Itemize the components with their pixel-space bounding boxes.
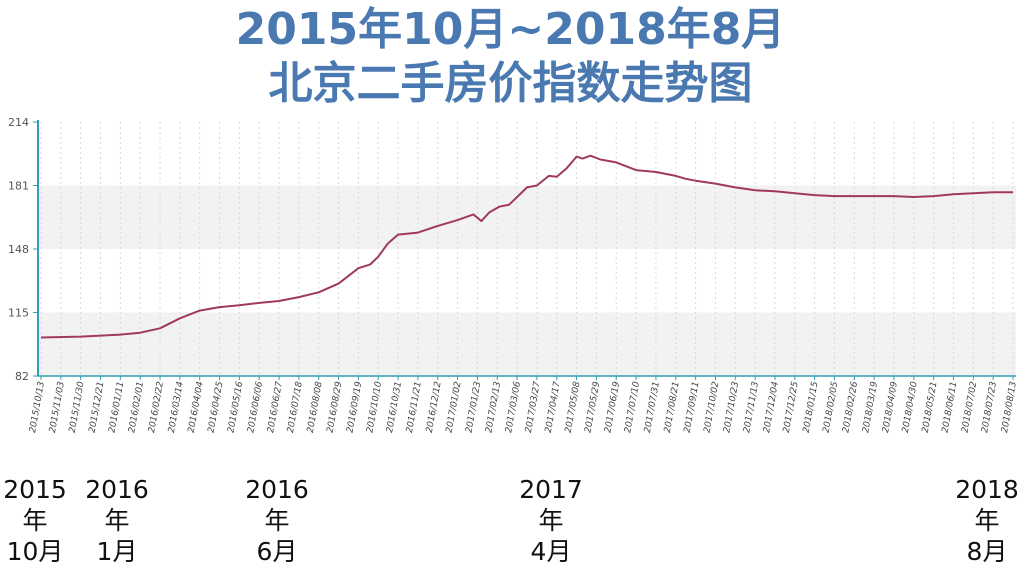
x-tick-label: 2016/06/06 — [246, 381, 265, 434]
x-tick-label: 2016/05/16 — [226, 381, 245, 434]
x-tick-label: 2017/06/19 — [603, 381, 622, 434]
grid-band — [38, 312, 1016, 376]
period-label-month: 1月 — [96, 537, 138, 566]
x-tick-label: 2018/06/11 — [941, 381, 960, 434]
period-label-month: 8月 — [966, 537, 1008, 566]
x-tick-label: 2017/09/11 — [683, 381, 702, 434]
x-tick-label: 2016/08/29 — [326, 381, 345, 434]
x-tick-label: 2017/02/13 — [484, 381, 503, 434]
period-label-month: 4月 — [530, 537, 572, 566]
y-tick-label: 214 — [8, 118, 29, 129]
x-tick-label: 2016/01/11 — [107, 381, 126, 434]
period-label-nian: 年 — [104, 506, 130, 535]
x-tick-label: 2016/02/22 — [147, 381, 166, 434]
period-label-year: 2016 — [85, 475, 149, 504]
x-tick-label: 2017/10/02 — [703, 381, 722, 434]
x-tick-label: 2017/03/27 — [524, 381, 543, 434]
x-tick-label: 2018/02/05 — [822, 381, 841, 434]
x-tick-label: 2018/04/09 — [881, 381, 900, 434]
x-tick-label: 2017/11/13 — [742, 381, 761, 434]
period-label-start: 2015 年 10月 — [2, 474, 68, 567]
x-tick-label: 2015/10/13 — [28, 381, 47, 434]
x-tick-label: 2018/01/15 — [802, 381, 821, 434]
x-tick-label: 2015/11/30 — [68, 381, 87, 434]
period-label-nian: 年 — [974, 506, 1000, 535]
x-tick-label: 2016/09/19 — [345, 381, 364, 434]
x-tick-label: 2017/12/25 — [782, 381, 801, 434]
y-tick-label: 82 — [15, 370, 29, 383]
x-tick-label: 2016/10/31 — [385, 381, 404, 434]
x-tick-label: 2018/05/21 — [921, 381, 940, 434]
x-tick-label: 2015/12/21 — [88, 381, 107, 434]
period-label-nian: 年 — [264, 506, 290, 535]
x-tick-label: 2017/03/06 — [504, 381, 523, 434]
x-tick-label: 2016/03/14 — [167, 381, 186, 434]
x-tick-label: 2016/04/04 — [187, 381, 206, 434]
x-tick-label: 2018/07/02 — [960, 381, 979, 434]
x-tick-label: 2017/08/21 — [663, 381, 682, 434]
x-tick-label: 2018/03/19 — [861, 381, 880, 434]
x-tick-label: 2018/08/13 — [1000, 381, 1019, 434]
x-tick-label: 2017/10/23 — [722, 381, 741, 434]
period-label-2016-jun: 2016 年 6月 — [244, 474, 310, 567]
period-label-month: 10月 — [6, 537, 64, 566]
x-tick-label: 2016/06/27 — [266, 381, 285, 434]
x-tick-label: 2016/07/18 — [286, 381, 305, 434]
x-tick-label: 2016/08/08 — [306, 381, 325, 434]
x-tick-label: 2016/04/25 — [207, 381, 226, 434]
period-label-month: 6月 — [256, 537, 298, 566]
y-tick-label: 148 — [8, 243, 29, 256]
x-tick-label: 2016/10/10 — [365, 381, 384, 434]
y-tick-label: 181 — [8, 180, 29, 193]
x-tick-label: 2017/01/23 — [465, 381, 484, 434]
x-tick-label: 2018/07/23 — [980, 381, 999, 434]
x-tick-label: 2017/05/08 — [564, 381, 583, 434]
x-tick-label: 2018/04/30 — [901, 381, 920, 434]
period-label-year: 2016 — [245, 475, 309, 504]
x-tick-label: 2017/04/17 — [544, 381, 563, 434]
period-label-end: 2018 年 8月 — [954, 474, 1020, 567]
period-label-nian: 年 — [22, 506, 48, 535]
x-tick-label: 2016/12/12 — [425, 381, 444, 434]
x-tick-label: 2017/07/31 — [643, 381, 662, 434]
period-label-2017-apr: 2017 年 4月 — [518, 474, 584, 567]
chart-title-line-2: 北京二手房价指数走势图 — [268, 58, 753, 109]
x-tick-label: 2017/05/29 — [584, 381, 603, 434]
x-tick-label: 2017/07/10 — [623, 381, 642, 434]
period-label-year: 2018 — [955, 475, 1019, 504]
series-line — [40, 154, 1013, 339]
period-label-year: 2015 — [3, 475, 67, 504]
y-tick-label: 115 — [8, 307, 29, 320]
period-label-year: 2017 — [519, 475, 583, 504]
x-tick-label: 2015/11/03 — [48, 381, 67, 434]
x-tick-label: 2018/02/26 — [841, 381, 860, 434]
chart-title-line-1: 2015年10月~2018年8月 — [235, 4, 786, 55]
period-label-2016-jan: 2016 年 1月 — [84, 474, 150, 567]
x-tick-label: 2017/12/04 — [762, 381, 781, 434]
x-tick-label: 2016/02/01 — [127, 381, 146, 434]
x-tick-label: 2016/11/21 — [405, 381, 424, 434]
period-label-nian: 年 — [538, 506, 564, 535]
x-tick-label: 2017/01/02 — [445, 381, 464, 434]
grid-band — [38, 185, 1016, 249]
